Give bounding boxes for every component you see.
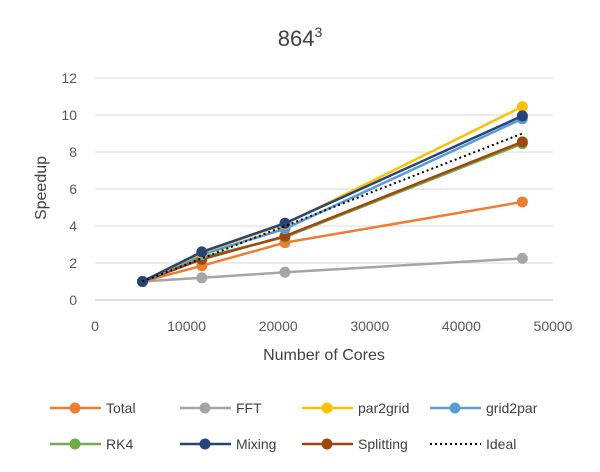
legend-label: Total [106, 400, 136, 416]
legend-label: RK4 [106, 436, 133, 452]
series-fft [136, 252, 528, 287]
chart-title: 8643 [278, 24, 323, 51]
data-point-par2grid [516, 101, 528, 113]
y-tick-label: 4 [69, 218, 77, 234]
legend-item-grid2par: grid2par [430, 400, 538, 416]
series-mixing [136, 110, 528, 287]
x-tick-label: 0 [91, 318, 99, 334]
x-axis-title: Number of Cores [263, 347, 385, 364]
chart-title-text: 864 [278, 26, 315, 51]
gridlines [95, 77, 553, 264]
x-tick-label: 10000 [167, 318, 206, 334]
legend-label: Mixing [236, 436, 276, 452]
data-point-mixing [196, 246, 208, 258]
legend-swatch-marker [69, 402, 81, 414]
x-tick-label: 50000 [534, 318, 573, 334]
x-tick-label: 20000 [259, 318, 298, 334]
series-line-total [142, 200, 523, 283]
data-point-fft [196, 272, 208, 284]
legend-label: Ideal [486, 436, 516, 452]
legend-item-fft: FFT [180, 400, 262, 416]
data-point-fft [279, 266, 291, 278]
x-tick-label: 30000 [350, 318, 389, 334]
data-point-total [516, 196, 528, 208]
x-axis-ticks: 0 10000 20000 30000 40000 50000 [91, 318, 573, 334]
series-line-mixing [141, 114, 523, 283]
legend-swatch-marker [321, 438, 333, 450]
legend-label: grid2par [486, 400, 538, 416]
y-tick-label: 8 [69, 144, 77, 160]
y-axis-ticks: 0 2 4 6 8 10 12 [61, 70, 77, 308]
legend-label: FFT [236, 400, 262, 416]
legend-item-par2grid: par2grid [302, 400, 409, 416]
legend: Total FFT par2grid grid2par RK4 Mixing Splitti… [50, 400, 538, 452]
y-tick-label: 12 [61, 70, 77, 86]
legend-item-total: Total [50, 400, 136, 416]
chart-title-superscript: 3 [314, 24, 322, 40]
y-tick-label: 0 [69, 292, 77, 308]
legend-swatch-marker [69, 438, 81, 450]
legend-item-mixing: Mixing [180, 436, 276, 452]
series-ideal [142, 132, 523, 283]
y-tick-label: 2 [69, 255, 77, 271]
series-total [136, 196, 528, 287]
data-point-mixing [516, 110, 528, 122]
legend-swatch-marker [449, 402, 461, 414]
y-tick-label: 10 [61, 107, 77, 123]
series-rk4 [136, 138, 528, 287]
y-tick-label: 6 [69, 181, 77, 197]
legend-item-splitting: Splitting [302, 436, 408, 452]
data-series [136, 101, 528, 287]
legend-item-ideal: Ideal [430, 436, 516, 452]
legend-label: par2grid [358, 400, 409, 416]
data-point-fft [516, 252, 528, 264]
series-line-ideal [142, 132, 523, 283]
legend-swatch-marker [321, 402, 333, 414]
data-point-mixing [279, 217, 291, 229]
series-line-fft [142, 257, 523, 283]
legend-swatch-marker [199, 438, 211, 450]
x-tick-label: 40000 [442, 318, 481, 334]
legend-item-rk4: RK4 [50, 436, 133, 452]
legend-label: Splitting [358, 436, 408, 452]
legend-swatch-marker [199, 402, 211, 414]
data-point-splitting [516, 136, 528, 148]
y-axis-title: Speedup [33, 156, 50, 220]
